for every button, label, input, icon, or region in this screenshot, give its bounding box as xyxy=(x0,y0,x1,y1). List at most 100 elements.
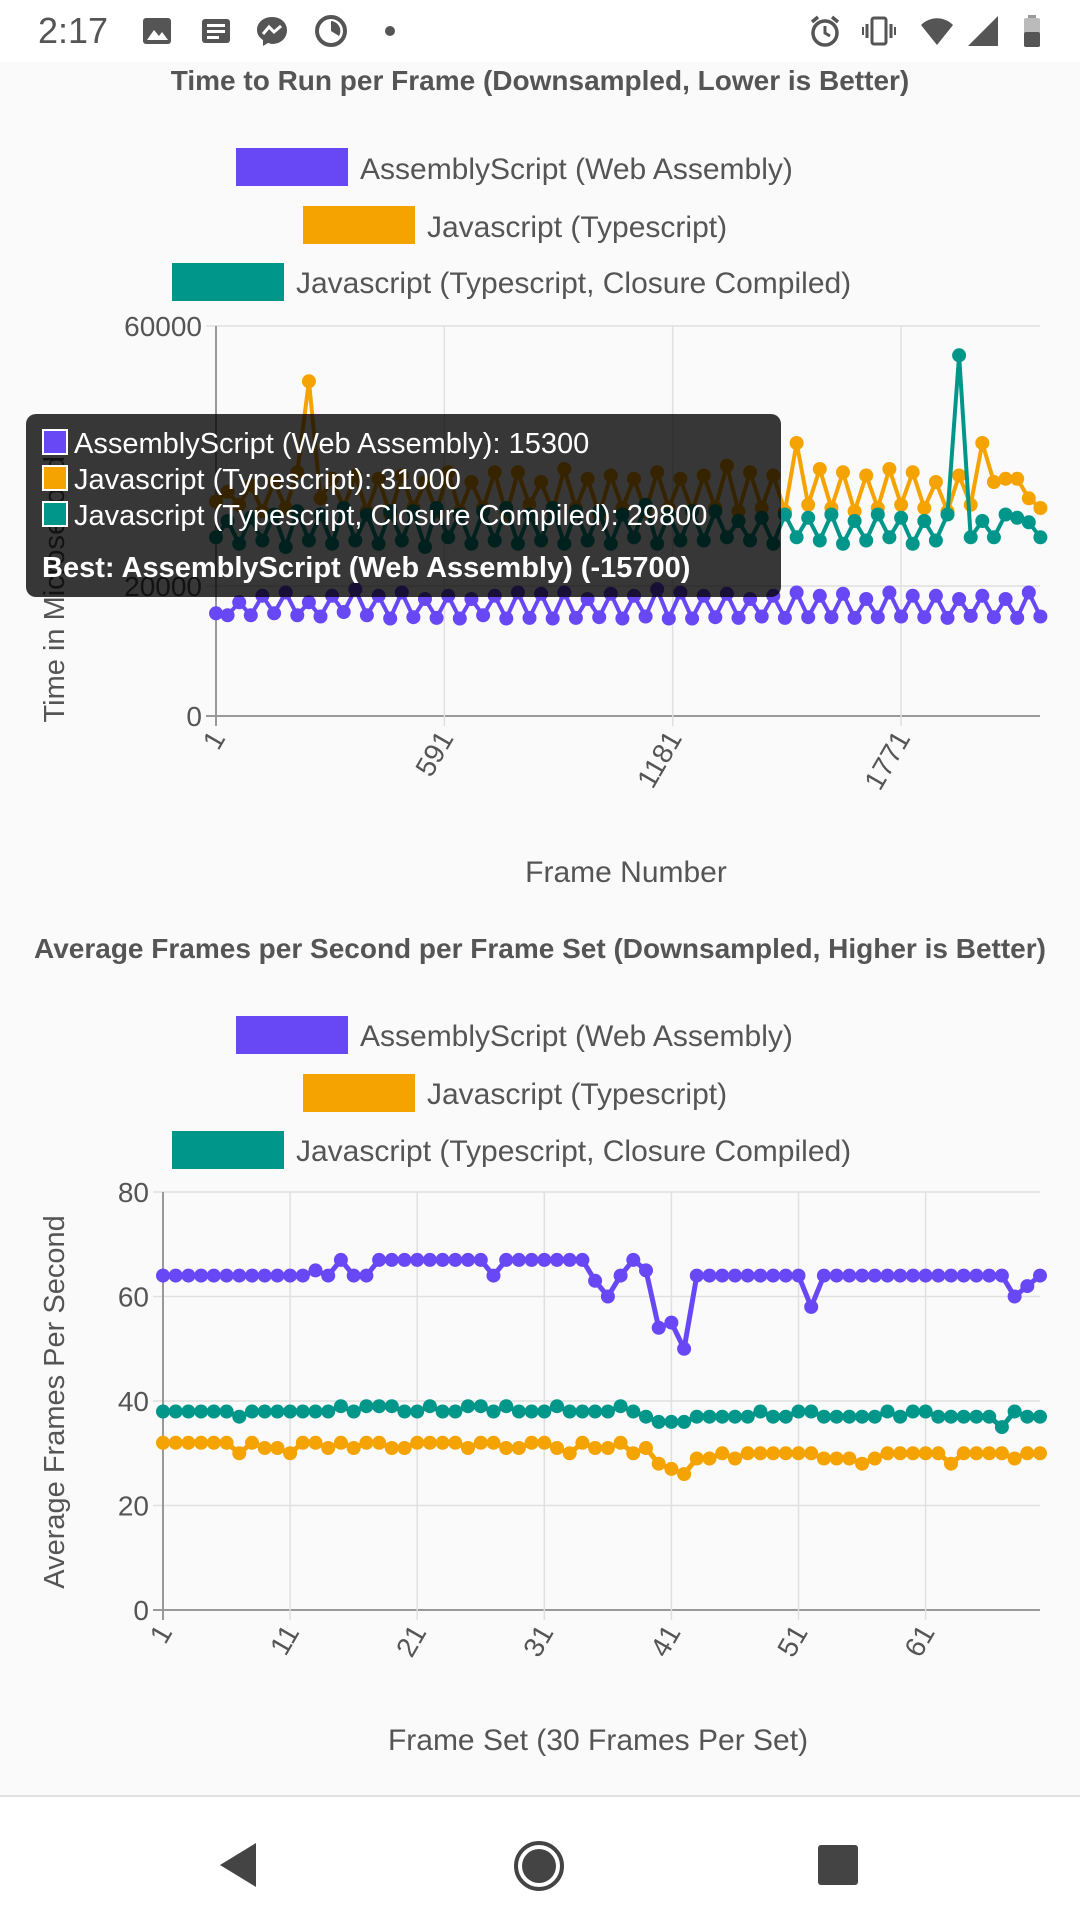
data-point-wasm[interactable] xyxy=(600,1289,615,1304)
data-point-wasm[interactable] xyxy=(359,1268,374,1283)
data-point-closure[interactable] xyxy=(847,514,862,528)
data-point-closure[interactable] xyxy=(677,1414,692,1429)
data-point-ts[interactable] xyxy=(384,1441,399,1455)
data-point-ts[interactable] xyxy=(998,471,1013,486)
data-point-wasm[interactable] xyxy=(473,1252,488,1267)
data-point-ts[interactable] xyxy=(801,497,816,512)
data-point-wasm[interactable] xyxy=(359,608,374,623)
data-point-wasm[interactable] xyxy=(1033,609,1048,624)
data-point-closure[interactable] xyxy=(372,1399,387,1414)
data-point-ts[interactable] xyxy=(448,1435,463,1450)
legend-swatch-ts[interactable] xyxy=(303,206,415,244)
data-point-ts[interactable] xyxy=(880,1446,895,1461)
legend-swatch-wasm[interactable] xyxy=(236,148,348,186)
data-point-ts[interactable] xyxy=(181,1435,196,1450)
data-point-closure[interactable] xyxy=(346,1404,361,1419)
data-point-ts[interactable] xyxy=(346,1441,361,1455)
data-point-ts[interactable] xyxy=(1033,1446,1047,1461)
data-point-closure[interactable] xyxy=(283,1404,298,1419)
data-point-closure[interactable] xyxy=(206,1404,221,1419)
data-point-wasm[interactable] xyxy=(550,1252,564,1267)
data-point-wasm[interactable] xyxy=(994,1268,1009,1283)
data-point-ts[interactable] xyxy=(537,1435,552,1450)
data-point-ts[interactable] xyxy=(257,1441,272,1455)
data-point-wasm[interactable] xyxy=(975,588,990,603)
data-point-closure[interactable] xyxy=(651,1414,666,1429)
data-point-wasm[interactable] xyxy=(708,610,723,625)
data-point-ts[interactable] xyxy=(410,1435,425,1450)
data-point-ts[interactable] xyxy=(753,1446,768,1461)
data-point-wasm[interactable] xyxy=(905,588,920,603)
data-point-wasm[interactable] xyxy=(661,611,676,626)
data-point-ts[interactable] xyxy=(855,1456,870,1471)
data-point-ts[interactable] xyxy=(1010,471,1025,486)
data-point-ts[interactable] xyxy=(689,1451,704,1466)
data-point-ts[interactable] xyxy=(728,1451,742,1466)
data-point-wasm[interactable] xyxy=(372,1252,387,1267)
data-point-wasm[interactable] xyxy=(568,610,583,625)
data-point-ts[interactable] xyxy=(473,1435,488,1450)
data-point-wasm[interactable] xyxy=(422,1252,437,1267)
data-point-wasm[interactable] xyxy=(816,1268,831,1283)
data-point-ts[interactable] xyxy=(1021,491,1036,506)
data-point-wasm[interactable] xyxy=(917,610,932,625)
data-point-wasm[interactable] xyxy=(499,1252,514,1267)
data-point-closure[interactable] xyxy=(918,1404,933,1419)
data-point-closure[interactable] xyxy=(1033,530,1048,545)
data-point-wasm[interactable] xyxy=(638,609,653,624)
data-point-wasm[interactable] xyxy=(956,1268,971,1283)
data-point-wasm[interactable] xyxy=(522,610,537,625)
data-point-ts[interactable] xyxy=(829,1451,844,1466)
data-point-closure[interactable] xyxy=(905,1404,920,1419)
home-icon[interactable] xyxy=(512,1839,566,1893)
data-point-closure[interactable] xyxy=(982,1409,997,1424)
data-point-wasm[interactable] xyxy=(321,1268,336,1283)
data-point-ts[interactable] xyxy=(626,1446,641,1461)
data-point-closure[interactable] xyxy=(626,1404,641,1419)
data-point-closure[interactable] xyxy=(880,1404,895,1419)
data-point-closure[interactable] xyxy=(600,1404,615,1419)
data-point-ts[interactable] xyxy=(702,1451,717,1466)
data-point-closure[interactable] xyxy=(448,1404,463,1419)
data-point-ts[interactable] xyxy=(778,1446,793,1461)
data-point-ts[interactable] xyxy=(499,1441,514,1455)
data-point-closure[interactable] xyxy=(588,1404,603,1419)
data-point-wasm[interactable] xyxy=(651,1320,666,1335)
data-point-ts[interactable] xyxy=(859,468,874,483)
data-point-wasm[interactable] xyxy=(313,609,328,624)
data-point-wasm[interactable] xyxy=(1007,1289,1022,1304)
data-point-ts[interactable] xyxy=(245,1435,259,1450)
data-point-ts[interactable] xyxy=(1007,1451,1022,1466)
data-point-wasm[interactable] xyxy=(753,1268,768,1283)
data-point-wasm[interactable] xyxy=(384,1252,399,1267)
data-point-closure[interactable] xyxy=(499,1399,514,1414)
data-point-wasm[interactable] xyxy=(918,1268,933,1283)
data-point-ts[interactable] xyxy=(812,462,827,476)
data-point-ts[interactable] xyxy=(550,1441,564,1455)
data-point-ts[interactable] xyxy=(435,1435,450,1450)
data-point-wasm[interactable] xyxy=(893,1268,908,1283)
data-point-closure[interactable] xyxy=(801,510,816,525)
data-point-wasm[interactable] xyxy=(894,609,909,624)
data-point-wasm[interactable] xyxy=(562,1252,577,1267)
data-point-ts[interactable] xyxy=(894,497,909,512)
data-point-wasm[interactable] xyxy=(267,606,282,621)
data-point-closure[interactable] xyxy=(333,1399,348,1414)
legend-swatch-ts[interactable] xyxy=(303,1074,415,1112)
data-point-wasm[interactable] xyxy=(461,1252,475,1267)
data-point-closure[interactable] xyxy=(461,1399,475,1414)
data-point-wasm[interactable] xyxy=(537,1252,552,1267)
data-point-closure[interactable] xyxy=(917,514,932,528)
data-point-closure[interactable] xyxy=(944,1409,958,1424)
data-point-closure[interactable] xyxy=(829,1409,844,1424)
data-point-wasm[interactable] xyxy=(882,585,897,600)
data-point-ts[interactable] xyxy=(600,1441,615,1455)
data-point-closure[interactable] xyxy=(905,536,920,551)
data-point-wasm[interactable] xyxy=(777,610,792,625)
data-point-wasm[interactable] xyxy=(952,592,967,606)
data-point-wasm[interactable] xyxy=(575,1252,590,1267)
data-point-closure[interactable] xyxy=(753,1404,768,1419)
data-point-ts[interactable] xyxy=(219,1435,234,1450)
data-point-closure[interactable] xyxy=(550,1399,564,1414)
data-point-closure[interactable] xyxy=(740,1409,755,1424)
